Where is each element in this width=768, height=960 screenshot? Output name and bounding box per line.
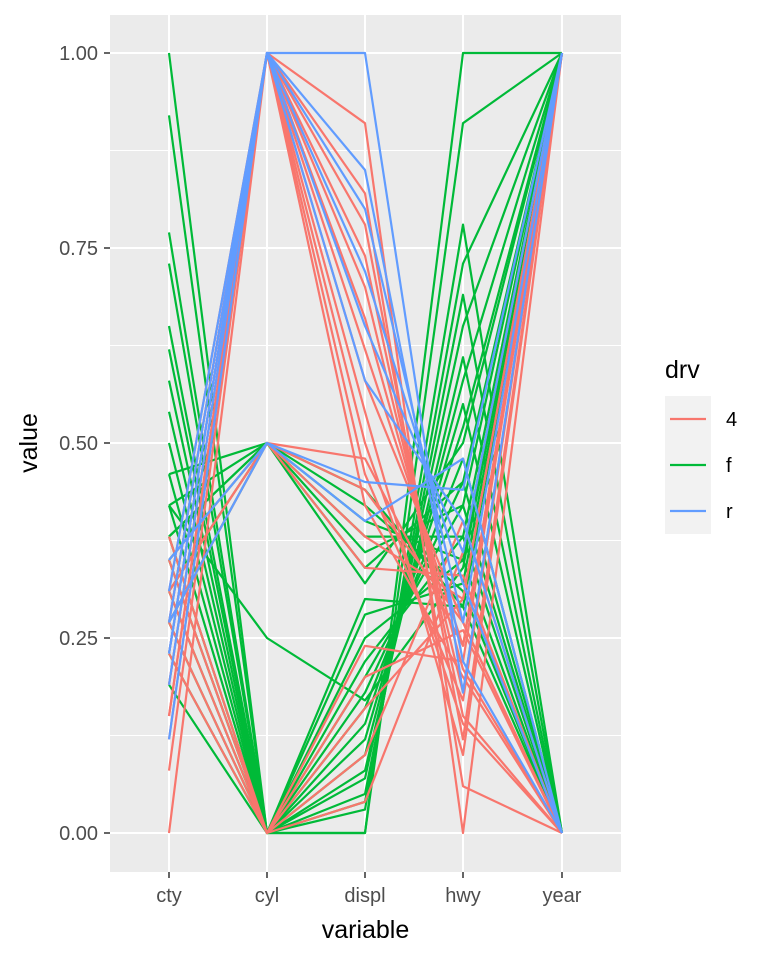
legend-title: drv [665,356,700,384]
series-line-r [168,441,564,834]
legend: drv 4 f r [665,356,737,534]
y-axis: 0.00 0.25 0.50 0.75 1.00 [59,43,110,845]
x-tick-label: displ [344,885,385,907]
y-tick-label: 0.50 [59,433,98,455]
series-line-r [167,51,563,834]
series-line-r [168,52,564,623]
x-tick-label: year [543,885,582,907]
series-line-4 [167,51,563,834]
series-line-f [168,597,564,835]
x-tick-label: hwy [445,885,481,907]
series-line-4 [167,52,564,835]
series-line-f [167,52,564,835]
series-line-4 [168,52,564,835]
series-line-r [167,51,564,740]
legend-keys: 4 f r [665,396,737,534]
y-tick-label: 0.00 [59,823,98,845]
series-line-4 [167,51,564,757]
series-line-r [167,51,564,834]
x-tick-label: cty [156,885,182,907]
series-line-4 [168,621,563,835]
y-tick-label: 1.00 [59,43,98,65]
series-line-f [168,52,564,585]
series-line-r [167,51,564,592]
legend-label: f [726,455,732,477]
series-line-4 [167,51,564,835]
series-line-r [167,51,564,834]
y-tick-label: 0.25 [59,628,98,650]
x-axis-title: variable [322,916,410,944]
y-tick-label: 0.75 [59,238,98,260]
series-line-f [168,52,564,702]
x-tick-label: cyl [255,885,279,907]
y-axis-title: value [15,413,43,473]
x-axis: cty cyl displ hwy year [156,872,582,907]
legend-label: 4 [726,409,737,431]
series-line-f [167,402,564,835]
series-line-f [167,52,564,835]
series-lines [167,51,564,835]
legend-label: r [726,501,733,523]
series-line-4 [168,441,564,834]
